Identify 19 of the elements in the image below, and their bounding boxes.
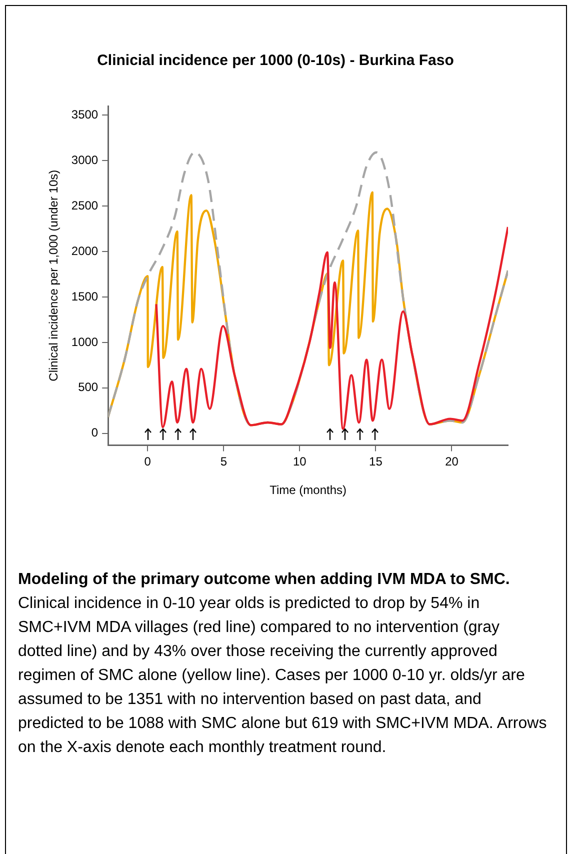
y-tick-label: 1500 <box>71 289 98 304</box>
chart-title: Clinicial incidence per 1000 (0-10s) - Burkina Faso <box>97 52 454 70</box>
y-tick-label: 3500 <box>71 107 98 122</box>
x-tick-label: 20 <box>445 454 459 469</box>
y-tick-label: 500 <box>78 380 98 394</box>
y-tick-label: 1000 <box>71 334 98 349</box>
text: Clinical incidence in 0-10 year olds is predicted to drop by 54% in SMC+IVM MDA villages (red line) compared to no intervention (gray dotted line) and by 43% over those receiving the currently approved regimen of SMC alone (yellow line). Cases per 1000 0-10 yr. olds/yr are assumed to be 1351 with no intervention based on past data, and predicted to be 1088 with SMC alone but 619 with SMC+IVM MDA. Arrows on the X-axis denote each monthly treatment round. <box>18 595 547 756</box>
text: Modeling of the primary outcome when adding IVM MDA to SMC. <box>18 571 510 588</box>
y-tick-label: 2500 <box>71 198 98 212</box>
line-series <box>155 226 508 430</box>
x-tick-label: 5 <box>220 454 228 469</box>
x-tick-label: 0 <box>144 454 152 469</box>
y-tick-label: 0 <box>91 426 98 440</box>
y-axis-title: Clinical incidence per 1,000 (under 10s) <box>46 170 61 382</box>
x-tick-label: 15 <box>369 454 383 469</box>
y-tick-label: 3000 <box>71 152 98 167</box>
x-axis-title: Time (months) <box>270 483 346 498</box>
y-tick-label: 2000 <box>71 244 98 258</box>
x-tick-label: 10 <box>293 454 307 469</box>
